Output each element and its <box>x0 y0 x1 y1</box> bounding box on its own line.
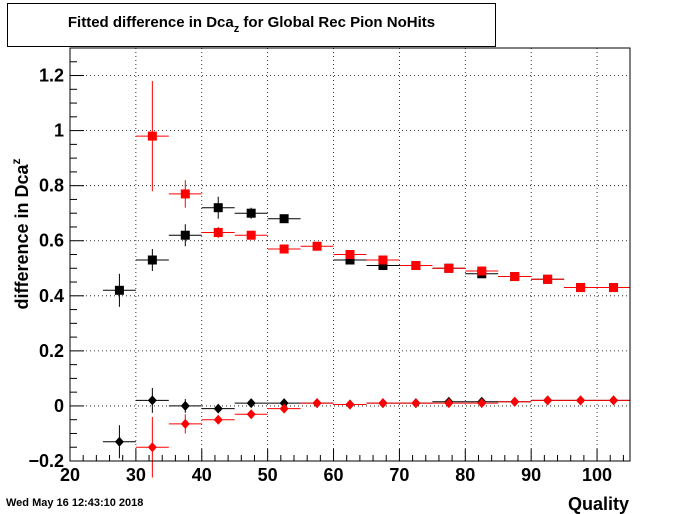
x-tick-label: 80 <box>455 465 475 485</box>
x-tick-label: 50 <box>258 465 278 485</box>
y-tick-label: 0.6 <box>39 231 64 251</box>
y-tick-label: 0.4 <box>39 286 64 306</box>
data-point <box>147 442 157 453</box>
data-point <box>378 261 388 271</box>
data-points <box>102 81 630 478</box>
y-axis-label-main: difference in Dca <box>12 163 32 309</box>
data-point <box>378 398 388 409</box>
data-point <box>114 436 124 447</box>
data-point <box>609 395 619 406</box>
data-point <box>345 399 355 410</box>
y-axis-label-subscript: z <box>9 158 23 164</box>
data-point <box>246 409 256 420</box>
data-point <box>444 398 454 409</box>
data-point <box>312 398 322 409</box>
data-point <box>477 266 487 276</box>
data-point <box>246 230 256 240</box>
data-point <box>213 414 223 425</box>
data-point <box>147 395 157 406</box>
data-point <box>147 131 157 141</box>
x-tick-label: 40 <box>192 465 212 485</box>
data-point <box>279 398 289 409</box>
series-3 <box>135 395 630 478</box>
data-point <box>312 241 322 251</box>
data-point <box>576 283 586 293</box>
data-point <box>279 214 289 224</box>
data-point <box>213 403 223 414</box>
x-axis-label: Quality <box>568 494 629 514</box>
x-tick-label: 70 <box>389 465 409 485</box>
data-point <box>180 400 190 411</box>
y-tick-label: −0.2 <box>28 451 64 471</box>
data-point <box>543 274 553 284</box>
data-point <box>411 261 421 271</box>
data-point <box>609 283 619 293</box>
series-1 <box>135 81 630 293</box>
timestamp: Wed May 16 12:43:10 2018 <box>6 497 144 509</box>
data-point <box>576 395 586 406</box>
data-point <box>246 208 256 218</box>
data-point <box>345 255 355 265</box>
data-point <box>180 189 190 199</box>
x-tick-label: 60 <box>324 465 344 485</box>
axis-ticks <box>69 47 624 462</box>
y-tick-label: 0.2 <box>39 341 64 361</box>
x-tick-label: 90 <box>521 465 541 485</box>
data-point <box>411 398 421 409</box>
chart-title-main: Fitted difference in Dca <box>67 14 234 31</box>
data-point <box>279 244 289 254</box>
data-point <box>147 255 157 265</box>
data-point <box>213 227 223 237</box>
chart-title: Fitted difference in Dcaz for Global Rec… <box>8 14 495 35</box>
chart-title-subscript: z <box>233 23 240 35</box>
tick-labels: 20 30 40 50 60 70 80 90 100 −0.2 0 0.2 0.4 0.6 0.8 1 1.2 <box>28 66 612 485</box>
data-point <box>180 230 190 240</box>
chart-title-rest: for Global Rec Pion NoHits <box>239 14 436 31</box>
data-point <box>279 403 289 414</box>
x-tick-label: 20 <box>60 465 80 485</box>
data-point <box>246 398 256 409</box>
data-point <box>510 272 520 282</box>
x-tick-label: 30 <box>126 465 146 485</box>
data-point <box>180 418 190 429</box>
y-tick-label: 1.2 <box>39 66 64 86</box>
data-point <box>510 396 520 407</box>
data-point <box>345 250 355 259</box>
data-point <box>114 285 124 295</box>
data-point <box>444 263 454 273</box>
data-point <box>213 203 223 213</box>
series-0 <box>102 196 630 307</box>
x-tick-label: 100 <box>582 465 612 485</box>
y-axis-label: difference in Dcaz <box>9 158 32 309</box>
chart-title-box: Fitted difference in Dcaz for Global Rec… <box>7 3 496 47</box>
y-tick-label: 1 <box>54 121 64 141</box>
y-tick-label: 0 <box>54 396 64 416</box>
data-point <box>477 398 487 409</box>
data-point <box>543 395 553 406</box>
data-point <box>378 255 388 265</box>
y-tick-label: 0.8 <box>39 176 64 196</box>
